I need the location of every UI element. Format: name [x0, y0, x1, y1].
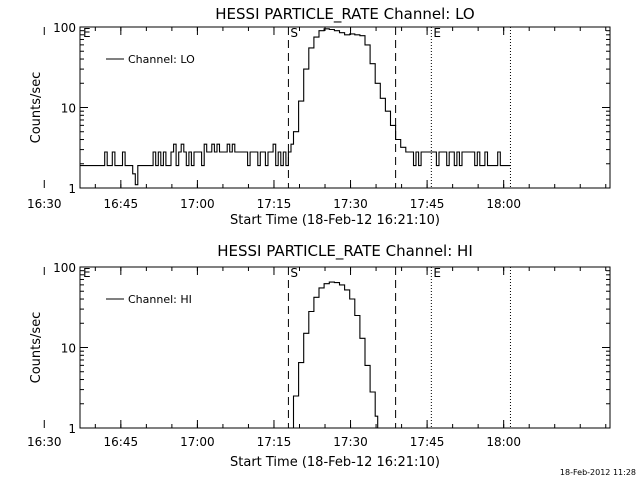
marker-label: E: [433, 26, 441, 40]
y-tick-label: 100: [53, 21, 76, 35]
x-axis-label: Start Time (18-Feb-12 16:21:10): [230, 455, 440, 470]
y-tick-label: 1: [68, 422, 76, 436]
x-tick-label: 18:00: [486, 197, 521, 211]
legend-label: Channel: HI: [128, 293, 192, 306]
x-tick-label: 17:45: [410, 197, 445, 211]
x-axis-label: Start Time (18-Feb-12 16:21:10): [230, 213, 440, 228]
chart-title: HESSI PARTICLE_RATE Channel: HI: [217, 242, 473, 261]
series-line: [288, 281, 379, 428]
x-tick-label: 16:30: [27, 197, 62, 211]
series-line: [80, 28, 511, 186]
x-tick-label: 18:00: [486, 435, 521, 449]
x-tick-label: 17:15: [257, 435, 292, 449]
y-tick-label: 1: [68, 182, 76, 196]
marker-label: E: [83, 26, 91, 40]
marker-label: E: [83, 266, 91, 280]
x-tick-label: 17:15: [257, 197, 292, 211]
y-axis-label: Counts/sec: [29, 312, 44, 384]
y-tick-label: 100: [53, 261, 76, 275]
marker-label: S: [290, 26, 298, 40]
y-tick-label: 10: [61, 342, 76, 356]
x-tick-label: 17:00: [180, 435, 215, 449]
x-tick-label: 16:45: [104, 197, 139, 211]
marker-label: E: [433, 266, 441, 280]
chart-title: HESSI PARTICLE_RATE Channel: LO: [215, 5, 474, 24]
footer-timestamp-text: 18-Feb-2012 11:28: [560, 468, 636, 477]
marker-label: S: [290, 266, 298, 280]
legend-label: Channel: LO: [128, 53, 195, 66]
x-tick-label: 17:30: [333, 197, 368, 211]
plot-frame: [79, 266, 611, 429]
x-tick-label: 17:45: [410, 435, 445, 449]
y-tick-label: 10: [61, 102, 76, 116]
x-tick-label: 16:30: [27, 435, 62, 449]
x-tick-label: 16:45: [104, 435, 139, 449]
plot-frame: [79, 26, 611, 189]
x-tick-label: 17:30: [333, 435, 368, 449]
x-tick-label: 17:00: [180, 197, 215, 211]
y-axis-label: Counts/sec: [29, 72, 44, 144]
